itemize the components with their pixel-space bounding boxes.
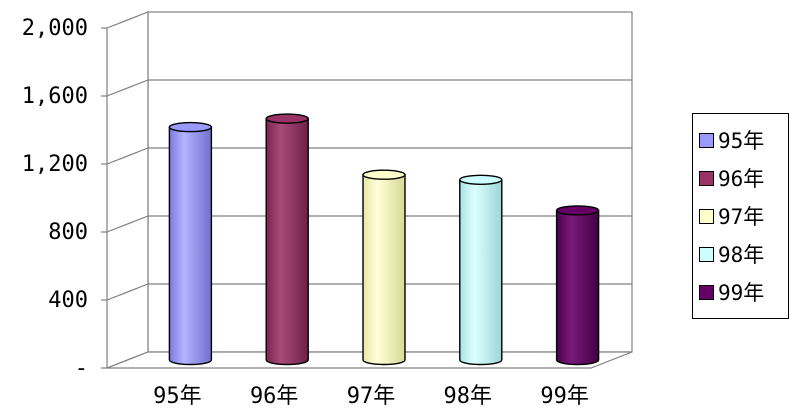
legend-label: 99年: [718, 281, 765, 305]
bar-top: [555, 205, 600, 216]
y-tick-label: -: [75, 356, 88, 381]
legend-label: 96年: [718, 167, 765, 191]
bar: [362, 169, 406, 366]
y-tick-label: 800: [48, 220, 88, 245]
bar-top: [265, 113, 309, 124]
legend-swatch: [699, 284, 714, 300]
gridline-side: [106, 215, 149, 233]
y-tick-label: 1,600: [22, 84, 88, 109]
legend-label: 98年: [718, 243, 765, 267]
bar-body: [555, 209, 600, 366]
bar: [555, 205, 600, 366]
y-axis-ticks: - 400 800 1,200 1,600 2,000: [22, 16, 107, 381]
legend-swatch: [699, 170, 714, 186]
bars: [168, 113, 600, 366]
x-axis-labels: 95年 96年 97年 98年 99年: [153, 384, 589, 409]
gridlines: [106, 79, 632, 301]
legend-item: 95年: [699, 126, 764, 154]
legend-swatch: [699, 208, 714, 224]
legend-item: 96年: [699, 164, 764, 192]
legend-swatch: [699, 246, 714, 262]
bar-body: [362, 174, 406, 366]
x-tick-label: 96年: [250, 384, 299, 409]
bar-body: [459, 179, 503, 366]
legend-item: 98年: [699, 240, 764, 268]
x-tick-label: 95年: [153, 384, 202, 409]
x-tick-label: 99年: [540, 384, 589, 409]
bar-top: [459, 174, 503, 186]
legend-label: 95年: [718, 129, 765, 153]
legend-item: 97年: [699, 202, 764, 230]
bar-top: [168, 121, 213, 133]
legend-label: 97年: [718, 205, 765, 229]
y-tick-label: 2,000: [22, 16, 88, 41]
x-tick-label: 97年: [347, 384, 396, 409]
gridline-side: [106, 283, 149, 301]
gridline-side: [106, 147, 149, 165]
legend-item: 99年: [699, 278, 764, 306]
y-tick-label: 1,200: [22, 152, 88, 177]
y-tick-label: 400: [48, 288, 88, 313]
bar: [459, 174, 503, 366]
legend: 95年 96年 97年 98年 99年: [692, 113, 789, 319]
bar-body: [265, 117, 309, 366]
bar-body: [168, 126, 213, 366]
x-tick-label: 98年: [444, 384, 493, 409]
bar-top: [362, 169, 406, 180]
bar: [265, 113, 309, 366]
bar: [168, 121, 213, 366]
gridline-side: [106, 79, 149, 97]
legend-swatch: [699, 132, 714, 148]
plot-side-wall: [106, 11, 149, 369]
